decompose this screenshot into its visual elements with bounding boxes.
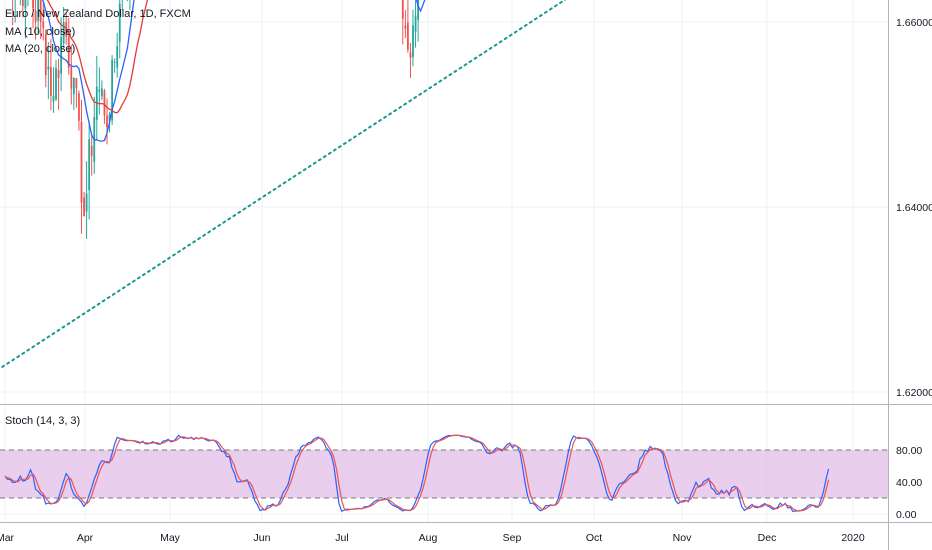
candle-body xyxy=(52,96,55,102)
candle-body xyxy=(72,77,75,95)
price-tick-label: 1.66000 xyxy=(896,17,932,29)
grid xyxy=(0,0,888,522)
time-tick-label: Apr xyxy=(77,532,94,544)
stoch-tick-label: 0.00 xyxy=(896,509,917,521)
candle-body xyxy=(409,52,412,58)
price-axis-bg xyxy=(888,0,932,550)
candle-body xyxy=(75,78,78,88)
candle-body xyxy=(404,25,407,29)
candle-body xyxy=(34,10,37,22)
trend-channel xyxy=(0,0,567,370)
candle-body xyxy=(24,0,27,9)
candle-body xyxy=(118,3,121,42)
time-tick-label: Mar xyxy=(0,532,15,544)
candle-body xyxy=(62,22,65,44)
candle-body xyxy=(47,66,50,70)
ma-20-line xyxy=(46,0,149,114)
price-tick-label: 1.62000 xyxy=(896,387,932,399)
candle-body xyxy=(42,21,45,29)
candle-body xyxy=(78,93,80,121)
stoch-tick-label: 80.00 xyxy=(896,445,922,457)
ma-20-legend[interactable]: MA (20, close) xyxy=(5,43,76,55)
stochastic-band xyxy=(0,449,888,499)
candle-body xyxy=(37,0,40,21)
candles xyxy=(12,0,419,239)
candle-body xyxy=(85,193,88,212)
candle-body xyxy=(103,90,106,116)
time-tick-label: Jul xyxy=(335,532,348,544)
time-tick-label: Oct xyxy=(586,532,602,544)
candle-body xyxy=(70,66,73,89)
candle-body xyxy=(32,0,34,9)
moving-averages xyxy=(41,0,426,142)
stoch-k-line xyxy=(4,434,830,513)
candle-body xyxy=(55,67,57,100)
candle-body xyxy=(21,0,24,7)
time-tick-label: Jun xyxy=(254,532,271,544)
candle-body xyxy=(101,88,103,97)
candle-body xyxy=(98,89,101,92)
stochastic-lines xyxy=(4,434,830,513)
price-tick-label: 1.64000 xyxy=(896,202,932,214)
candle-body xyxy=(108,114,111,122)
symbol-legend[interactable]: Euro / New Zealand Dollar, 1D, FXCM xyxy=(5,8,191,20)
candle-body xyxy=(113,62,116,64)
candle-body xyxy=(60,37,62,74)
candle-body xyxy=(39,0,42,22)
stoch-overbought-oversold-band xyxy=(0,450,888,498)
candle-body xyxy=(412,25,414,58)
time-tick-label: Sep xyxy=(503,532,522,544)
candle-body xyxy=(90,145,93,156)
candle-body xyxy=(407,22,409,50)
candle-body xyxy=(414,16,417,32)
time-tick-label: May xyxy=(160,532,181,544)
candle-body xyxy=(116,46,119,68)
stoch-d-line xyxy=(4,434,830,512)
candle-body xyxy=(401,0,404,19)
candle-body xyxy=(67,36,70,68)
candle-body xyxy=(44,33,47,76)
candle-body xyxy=(80,121,83,203)
time-tick-label: Dec xyxy=(758,532,777,544)
time-tick-label: Aug xyxy=(419,532,438,544)
stochastic-legend[interactable]: Stoch (14, 3, 3) xyxy=(5,415,81,427)
candle-body xyxy=(88,139,91,190)
candle-body xyxy=(57,70,60,78)
candle-body xyxy=(111,59,113,121)
candle-body xyxy=(106,115,108,128)
ma-10-legend[interactable]: MA (10, close) xyxy=(5,26,76,38)
channel-lower-line xyxy=(0,0,567,370)
candle-body xyxy=(83,197,85,217)
stoch-tick-label: 40.00 xyxy=(896,477,922,489)
time-tick-label: Nov xyxy=(673,532,692,544)
time-tick-label: 2020 xyxy=(841,532,865,544)
ma-10-line xyxy=(41,0,426,142)
candle-body xyxy=(50,67,52,96)
candle-body xyxy=(417,0,419,20)
